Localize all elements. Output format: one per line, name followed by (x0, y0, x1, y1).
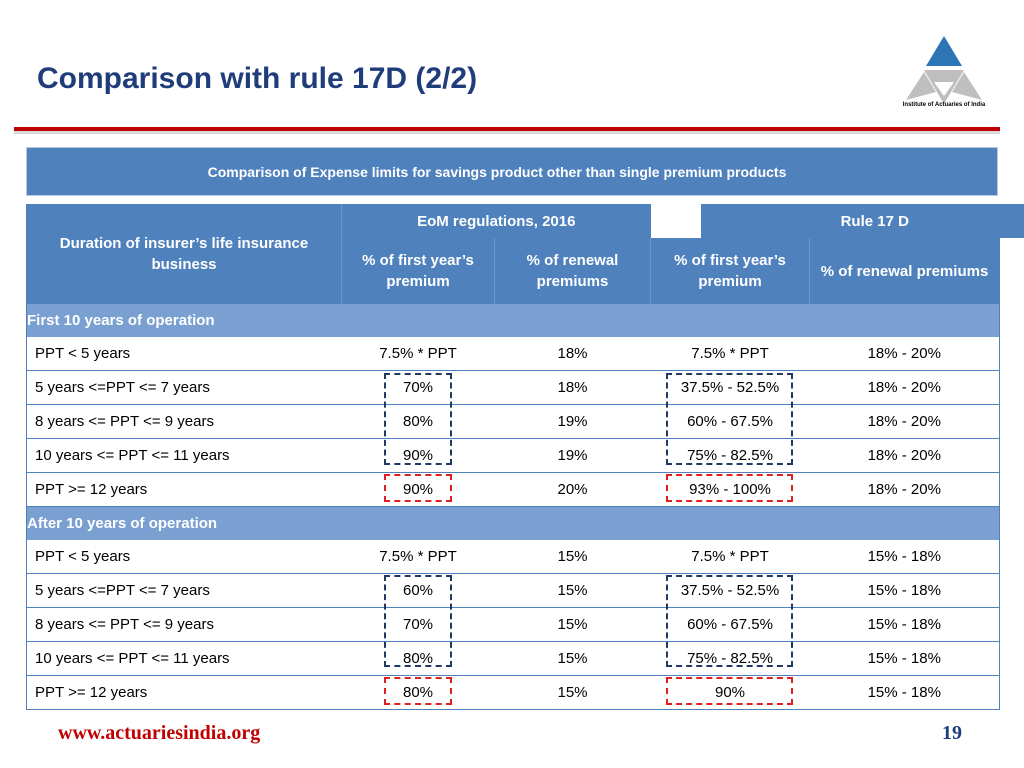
table-cell: 60% - 67.5% (650, 404, 810, 439)
footer-website-link[interactable]: www.actuariesindia.org (58, 722, 261, 744)
section-header-row: First 10 years of operation (26, 304, 1000, 337)
table-row: 5 years <=PPT <= 7 years 60% 15% 37.5% - 52… (26, 573, 1000, 608)
table-cell: 90% (341, 472, 495, 507)
table-cell: 15% (494, 641, 651, 676)
row-label: 8 years <= PPT <= 9 years (26, 607, 342, 642)
expense-limits-table: Duration of insurer’s life insurance bus… (26, 204, 1024, 710)
table-cell: 15% (494, 675, 651, 710)
table-cell: 37.5% - 52.5% (650, 573, 810, 608)
page-title: Comparison with rule 17D (2/2) (37, 62, 478, 95)
row-label: PPT >= 12 years (26, 472, 342, 507)
table-row: 5 years <=PPT <= 7 years 70% 18% 37.5% - 52… (26, 370, 1000, 405)
table-cell: 7.5% * PPT (650, 337, 810, 371)
table-cell: 7.5% * PPT (650, 540, 810, 574)
table-cell: 60% - 67.5% (650, 607, 810, 642)
title-divider (14, 127, 1000, 131)
table-cell: 18% (494, 370, 651, 405)
table-cell: 80% (341, 675, 495, 710)
table-cell: 60% (341, 573, 495, 608)
table-cell: 15% - 18% (809, 573, 1000, 608)
table-cell: 80% (341, 404, 495, 439)
table-row: 8 years <= PPT <= 9 years 70% 15% 60% - 67.… (26, 607, 1000, 642)
row-label: 10 years <= PPT <= 11 years (26, 438, 342, 473)
table-cell: 18% - 20% (809, 472, 1000, 507)
section-header-row: After 10 years of operation (26, 506, 1000, 540)
table-cell: 18% - 20% (809, 404, 1000, 439)
title-divider-shadow (14, 131, 1000, 134)
page-number: 19 (942, 722, 962, 744)
row-label: 10 years <= PPT <= 11 years (26, 641, 342, 676)
table-cell: 75% - 82.5% (650, 438, 810, 473)
row-label: 5 years <=PPT <= 7 years (26, 573, 342, 608)
table-cell: 15% - 18% (809, 540, 1000, 574)
table-cell: 15% - 18% (809, 607, 1000, 642)
table-cell: 15% - 18% (809, 675, 1000, 710)
table-cell: 75% - 82.5% (650, 641, 810, 676)
group-header-rule17d: Rule 17 D (700, 204, 1024, 238)
table-cell: 18% - 20% (809, 438, 1000, 473)
institute-logo (906, 36, 982, 104)
table-cell: 18% (494, 337, 651, 371)
table-cell: 70% (341, 607, 495, 642)
table-row: 10 years <= PPT <= 11 years 90% 19% 75% - 8… (26, 438, 1000, 473)
banner-text: Comparison of Expense limits for savings… (207, 163, 787, 180)
table-cell: 80% (341, 641, 495, 676)
row-label: 5 years <=PPT <= 7 years (26, 370, 342, 405)
table-cell: 37.5% - 52.5% (650, 370, 810, 405)
table-cell: 7.5% * PPT (341, 540, 495, 574)
table-cell: 90% (341, 438, 495, 473)
table-cell: 15% (494, 607, 651, 642)
row-label: 8 years <= PPT <= 9 years (26, 404, 342, 439)
col-header-duration: Duration of insurer’s life insurance bus… (26, 204, 342, 304)
table-row: 8 years <= PPT <= 9 years 80% 19% 60% - 67.… (26, 404, 1000, 439)
group-header-eom: EoM regulations, 2016 (340, 204, 651, 238)
table-cell: 70% (341, 370, 495, 405)
table-cell: 18% - 20% (809, 370, 1000, 405)
table-cell: 19% (494, 438, 651, 473)
section-label: First 10 years of operation (26, 304, 1000, 337)
table-cell: 90% (650, 675, 810, 710)
table-cell: 7.5% * PPT (341, 337, 495, 371)
table-row: PPT >= 12 years 90% 20% 93% - 100% 18% - 20% (26, 472, 1000, 507)
subheader-rule-renewal: % of renewal premiums (809, 238, 1000, 304)
table-caption-banner: Comparison of Expense limits for savings… (26, 147, 998, 196)
subheader-eom-renewal: % of renewal premiums (493, 238, 651, 304)
table-row: 10 years <= PPT <= 11 years 80% 15% 75% - 8… (26, 641, 1000, 676)
row-label: PPT < 5 years (26, 540, 342, 574)
table-row: PPT < 5 years 7.5% * PPT 18% 7.5% * PPT 18% … (26, 337, 1000, 371)
logo-caption: Institute of Actuaries of India (902, 102, 986, 108)
table-cell: 15% (494, 573, 651, 608)
table-cell: 19% (494, 404, 651, 439)
row-label: PPT >= 12 years (26, 675, 342, 710)
table-row: PPT >= 12 years 80% 15% 90% 15% - 18% (26, 675, 1000, 710)
subheader-eom-first-year: % of first year’s premium (341, 238, 495, 304)
table-cell: 20% (494, 472, 651, 507)
table-row: PPT < 5 years 7.5% * PPT 15% 7.5% * PPT 15% … (26, 540, 1000, 574)
row-label: PPT < 5 years (26, 337, 342, 371)
table-cell: 15% (494, 540, 651, 574)
table-cell: 18% - 20% (809, 337, 1000, 371)
subheader-rule-first-year: % of first year’s premium (650, 238, 810, 304)
table-cell: 93% - 100% (650, 472, 810, 507)
section-label: After 10 years of operation (26, 506, 1000, 540)
table-cell: 15% - 18% (809, 641, 1000, 676)
